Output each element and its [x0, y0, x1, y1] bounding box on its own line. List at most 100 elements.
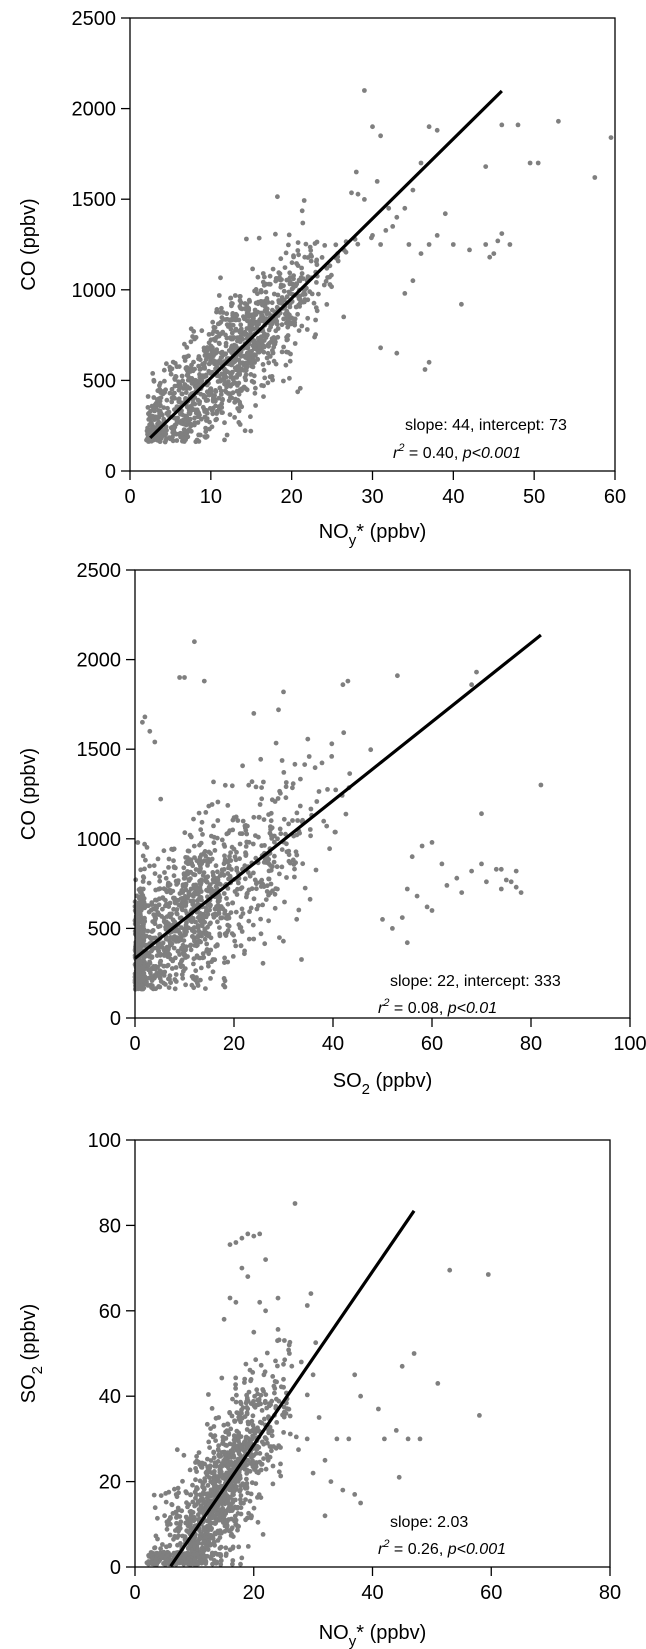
- data-point: [226, 323, 232, 329]
- data-point: [284, 1406, 290, 1412]
- data-point: [244, 236, 249, 242]
- data-point: [208, 851, 214, 856]
- data-point: [224, 311, 230, 317]
- y-tick-label: 2500: [77, 560, 122, 582]
- data-point: [278, 790, 283, 796]
- data-point: [198, 911, 203, 916]
- data-point: [226, 1430, 232, 1436]
- data-point: [168, 436, 174, 442]
- data-point: [232, 415, 238, 420]
- data-point: [239, 1265, 245, 1271]
- data-point: [333, 242, 339, 248]
- data-point: [176, 397, 181, 402]
- data-point: [167, 1521, 173, 1527]
- data-point: [380, 917, 385, 922]
- data-point: [189, 899, 195, 904]
- data-point: [217, 378, 223, 384]
- data-point: [247, 1468, 253, 1474]
- data-point: [161, 367, 167, 373]
- data-point: [243, 1517, 249, 1523]
- data-point: [221, 976, 227, 981]
- data-point: [204, 1505, 210, 1510]
- data-point: [251, 1233, 257, 1239]
- data-point: [268, 810, 274, 816]
- data-point: [211, 1558, 217, 1563]
- data-point: [209, 1553, 215, 1558]
- data-point: [138, 889, 143, 895]
- data-point: [238, 305, 244, 311]
- data-point: [218, 1553, 224, 1559]
- data-point: [161, 405, 167, 410]
- data-point: [479, 861, 484, 867]
- data-point: [311, 300, 317, 306]
- data-point: [405, 1436, 411, 1442]
- data-point: [206, 1439, 212, 1445]
- data-point: [249, 1514, 254, 1519]
- data-point: [251, 1398, 256, 1404]
- data-point: [181, 427, 187, 433]
- data-point: [264, 889, 270, 894]
- data-point: [200, 1492, 206, 1497]
- data-point: [279, 847, 285, 852]
- data-point: [164, 1526, 170, 1532]
- data-point: [340, 1487, 346, 1493]
- data-point: [287, 1431, 293, 1437]
- data-point: [194, 1487, 199, 1492]
- data-point: [140, 719, 145, 725]
- data-point: [224, 896, 229, 901]
- data-point: [167, 900, 173, 906]
- data-point: [142, 915, 147, 921]
- data-point: [139, 905, 144, 911]
- data-point: [273, 740, 279, 746]
- data-point: [200, 873, 206, 878]
- data-point: [158, 979, 164, 984]
- data-point: [220, 1434, 226, 1440]
- data-point: [267, 374, 273, 380]
- x-tick-label: 50: [523, 486, 545, 508]
- data-point: [216, 293, 222, 298]
- data-point: [188, 423, 194, 429]
- data-point: [297, 278, 303, 284]
- data-point: [378, 133, 383, 139]
- data-point: [435, 1381, 441, 1386]
- data-point: [268, 1402, 273, 1408]
- data-point: [260, 279, 266, 285]
- data-point: [139, 966, 145, 972]
- data-point: [205, 1547, 211, 1552]
- data-point: [188, 1525, 193, 1531]
- data-point: [556, 118, 561, 124]
- y-tick-label: 2000: [72, 99, 117, 121]
- data-point: [313, 317, 318, 323]
- data-point: [186, 1551, 192, 1557]
- data-point: [312, 334, 317, 340]
- data-point: [352, 1372, 358, 1378]
- data-point: [347, 771, 353, 776]
- y-tick-label: 60: [99, 1301, 121, 1323]
- data-point: [459, 301, 464, 307]
- data-point: [269, 797, 275, 803]
- data-point: [390, 224, 396, 229]
- data-point: [278, 831, 284, 837]
- data-point: [233, 343, 239, 349]
- data-point: [250, 1413, 256, 1419]
- data-point: [218, 275, 223, 281]
- data-point: [151, 406, 157, 412]
- data-point: [188, 365, 194, 371]
- x-tick-label: 30: [361, 486, 383, 508]
- data-point: [238, 1444, 244, 1450]
- data-point: [209, 833, 214, 839]
- data-point: [157, 878, 163, 884]
- data-point: [225, 959, 231, 965]
- data-point: [223, 340, 229, 346]
- data-point: [227, 854, 232, 859]
- data-point: [286, 289, 292, 295]
- data-point: [230, 1497, 236, 1503]
- data-point: [262, 1369, 268, 1375]
- data-point: [261, 383, 266, 389]
- data-point: [251, 1505, 257, 1511]
- data-point: [244, 313, 250, 319]
- data-point: [163, 1491, 169, 1496]
- data-point: [284, 875, 289, 880]
- data-point: [203, 429, 209, 435]
- data-point: [313, 867, 319, 873]
